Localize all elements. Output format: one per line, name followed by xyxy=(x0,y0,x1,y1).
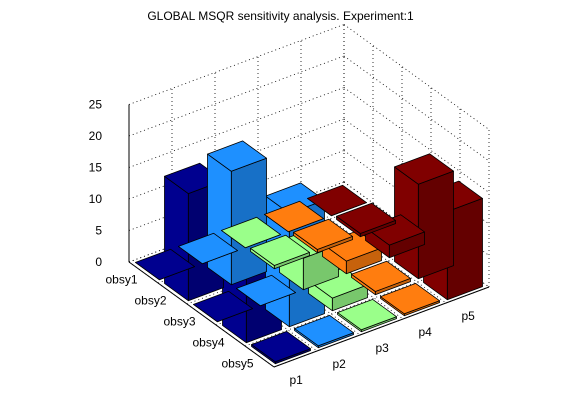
bar-obsy1-p1 xyxy=(135,248,195,281)
bar-obsy2-p4 xyxy=(293,218,353,254)
bar-top-face xyxy=(207,140,267,172)
bar-top-face xyxy=(337,298,397,331)
bar-top-face xyxy=(380,282,440,315)
side-wall-gridline xyxy=(343,55,490,162)
z-tick-label: 20 xyxy=(89,129,103,143)
column-axis-line xyxy=(273,286,490,368)
bar-obsy1-p2 xyxy=(178,232,238,265)
bar-top-face xyxy=(336,202,396,234)
bar-obsy2-p3 xyxy=(250,234,310,270)
bar-top-face xyxy=(135,248,195,281)
bar-top-face xyxy=(236,274,296,307)
back-wall-gridline xyxy=(128,24,345,105)
row-tick-label: obsy4 xyxy=(192,336,224,350)
bar-top-face xyxy=(251,330,311,363)
row-tick-label: obsy5 xyxy=(221,357,253,371)
ticks-layer: 0 5 10 15 20 25 obsy1 obsy2 obsy3 obsy4 obsy5 p1 p2 p… xyxy=(89,98,476,388)
column-tick-label: p5 xyxy=(462,309,476,323)
z-tick-label: 25 xyxy=(89,98,103,112)
bar-side-face xyxy=(164,175,189,302)
bar-obsy1-p3 xyxy=(221,216,281,249)
chart-title: GLOBAL MSQR sensitivity analysis. Experi… xyxy=(147,9,414,23)
bar-obsy1-p5 xyxy=(307,184,367,217)
bar-obsy4-p5 xyxy=(394,153,454,280)
row-axis-line xyxy=(128,261,275,368)
bar-obsy2-p2 xyxy=(207,140,267,286)
bar-top-face xyxy=(294,314,354,347)
z-tick-label: 0 xyxy=(95,255,102,269)
z-tick-label: 5 xyxy=(95,224,102,238)
side-wall-gridline xyxy=(343,24,490,130)
row-tick-label: obsy1 xyxy=(105,273,137,287)
column-tick-label: p1 xyxy=(290,373,304,387)
z-tick-label: 15 xyxy=(89,161,103,175)
bar-obsy5-p1 xyxy=(251,330,311,365)
bar-top-face xyxy=(221,216,281,249)
bar-top-face xyxy=(394,153,454,185)
row-tick-label: obsy3 xyxy=(163,315,195,329)
bar-top-face xyxy=(351,260,411,292)
bars-layer xyxy=(135,140,483,365)
bar-obsy1-p4 xyxy=(264,200,324,233)
row-tick-label: obsy2 xyxy=(134,294,166,308)
bar-obsy5-p4 xyxy=(380,282,440,317)
bar-top-face xyxy=(193,290,253,323)
bar-top-face xyxy=(250,234,310,266)
column-tick-label: p4 xyxy=(419,325,433,339)
bar-top-face xyxy=(293,218,353,250)
bar-obsy5-p2 xyxy=(294,314,354,349)
bar-top-face xyxy=(307,184,367,217)
bar-obsy3-p2 xyxy=(236,274,296,307)
bar-side-face xyxy=(207,153,232,286)
bar-top-face xyxy=(178,232,238,265)
bar-obsy4-p4 xyxy=(351,260,411,296)
z-tick-label: 10 xyxy=(89,192,103,206)
bar-front-face xyxy=(417,170,454,280)
bar-obsy2-p5 xyxy=(336,202,396,238)
column-tick-label: p2 xyxy=(333,357,347,371)
bar-obsy5-p3 xyxy=(337,298,397,333)
bar-obsy3-p1 xyxy=(193,290,253,323)
column-tick-label: p3 xyxy=(376,341,390,355)
grid-layer xyxy=(128,24,490,368)
back-wall-gridline xyxy=(128,55,345,137)
bar-top-face xyxy=(264,200,324,233)
